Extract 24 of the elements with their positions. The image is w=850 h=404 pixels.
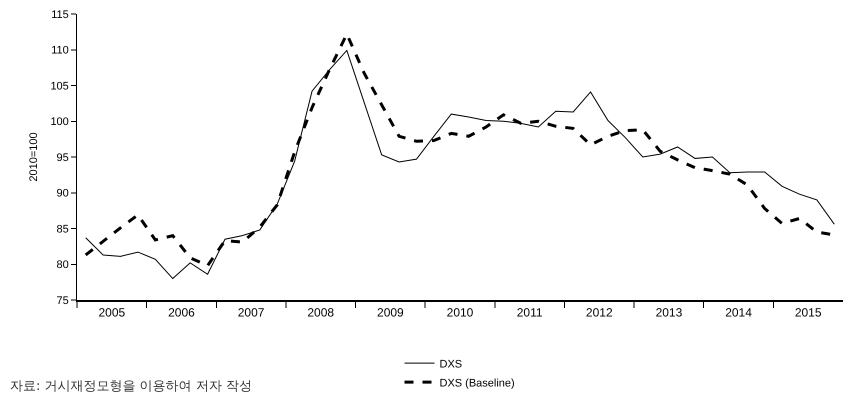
x-tick-label: 2007 xyxy=(238,305,265,320)
legend-label: DXS (Baseline) xyxy=(440,377,515,390)
x-tick-label: 2005 xyxy=(98,305,126,320)
x-tick-label: 2006 xyxy=(168,305,196,320)
x-tick-label: 2011 xyxy=(516,305,543,320)
y-tick-label: 105 xyxy=(50,80,69,92)
text: 자료: 거시재정모형을 이용하여 저자 작성 xyxy=(10,379,252,394)
y-tick-label: 115 xyxy=(51,8,69,21)
y-tick-label: 85 xyxy=(56,223,69,236)
y-axis-title: 2010=100 xyxy=(28,132,40,182)
y-tick-label: 100 xyxy=(50,116,69,128)
y-tick-label: 80 xyxy=(56,259,69,272)
y-tick-label: 110 xyxy=(51,44,69,57)
x-tick-label: 2008 xyxy=(307,305,334,320)
y-tick-label: 95 xyxy=(56,152,69,164)
x-tick-label: 2010 xyxy=(446,305,474,320)
x-tick-label: 2012 xyxy=(586,305,613,320)
x-tick-label: 2009 xyxy=(377,305,404,320)
y-tick-label: 75 xyxy=(56,294,69,307)
y-tick-label: 90 xyxy=(56,188,69,200)
x-tick-label: 2014 xyxy=(725,305,752,320)
x-tick-label: 2015 xyxy=(794,305,822,320)
legend-label: DXS xyxy=(440,358,462,370)
x-tick-label: 2013 xyxy=(656,305,683,320)
